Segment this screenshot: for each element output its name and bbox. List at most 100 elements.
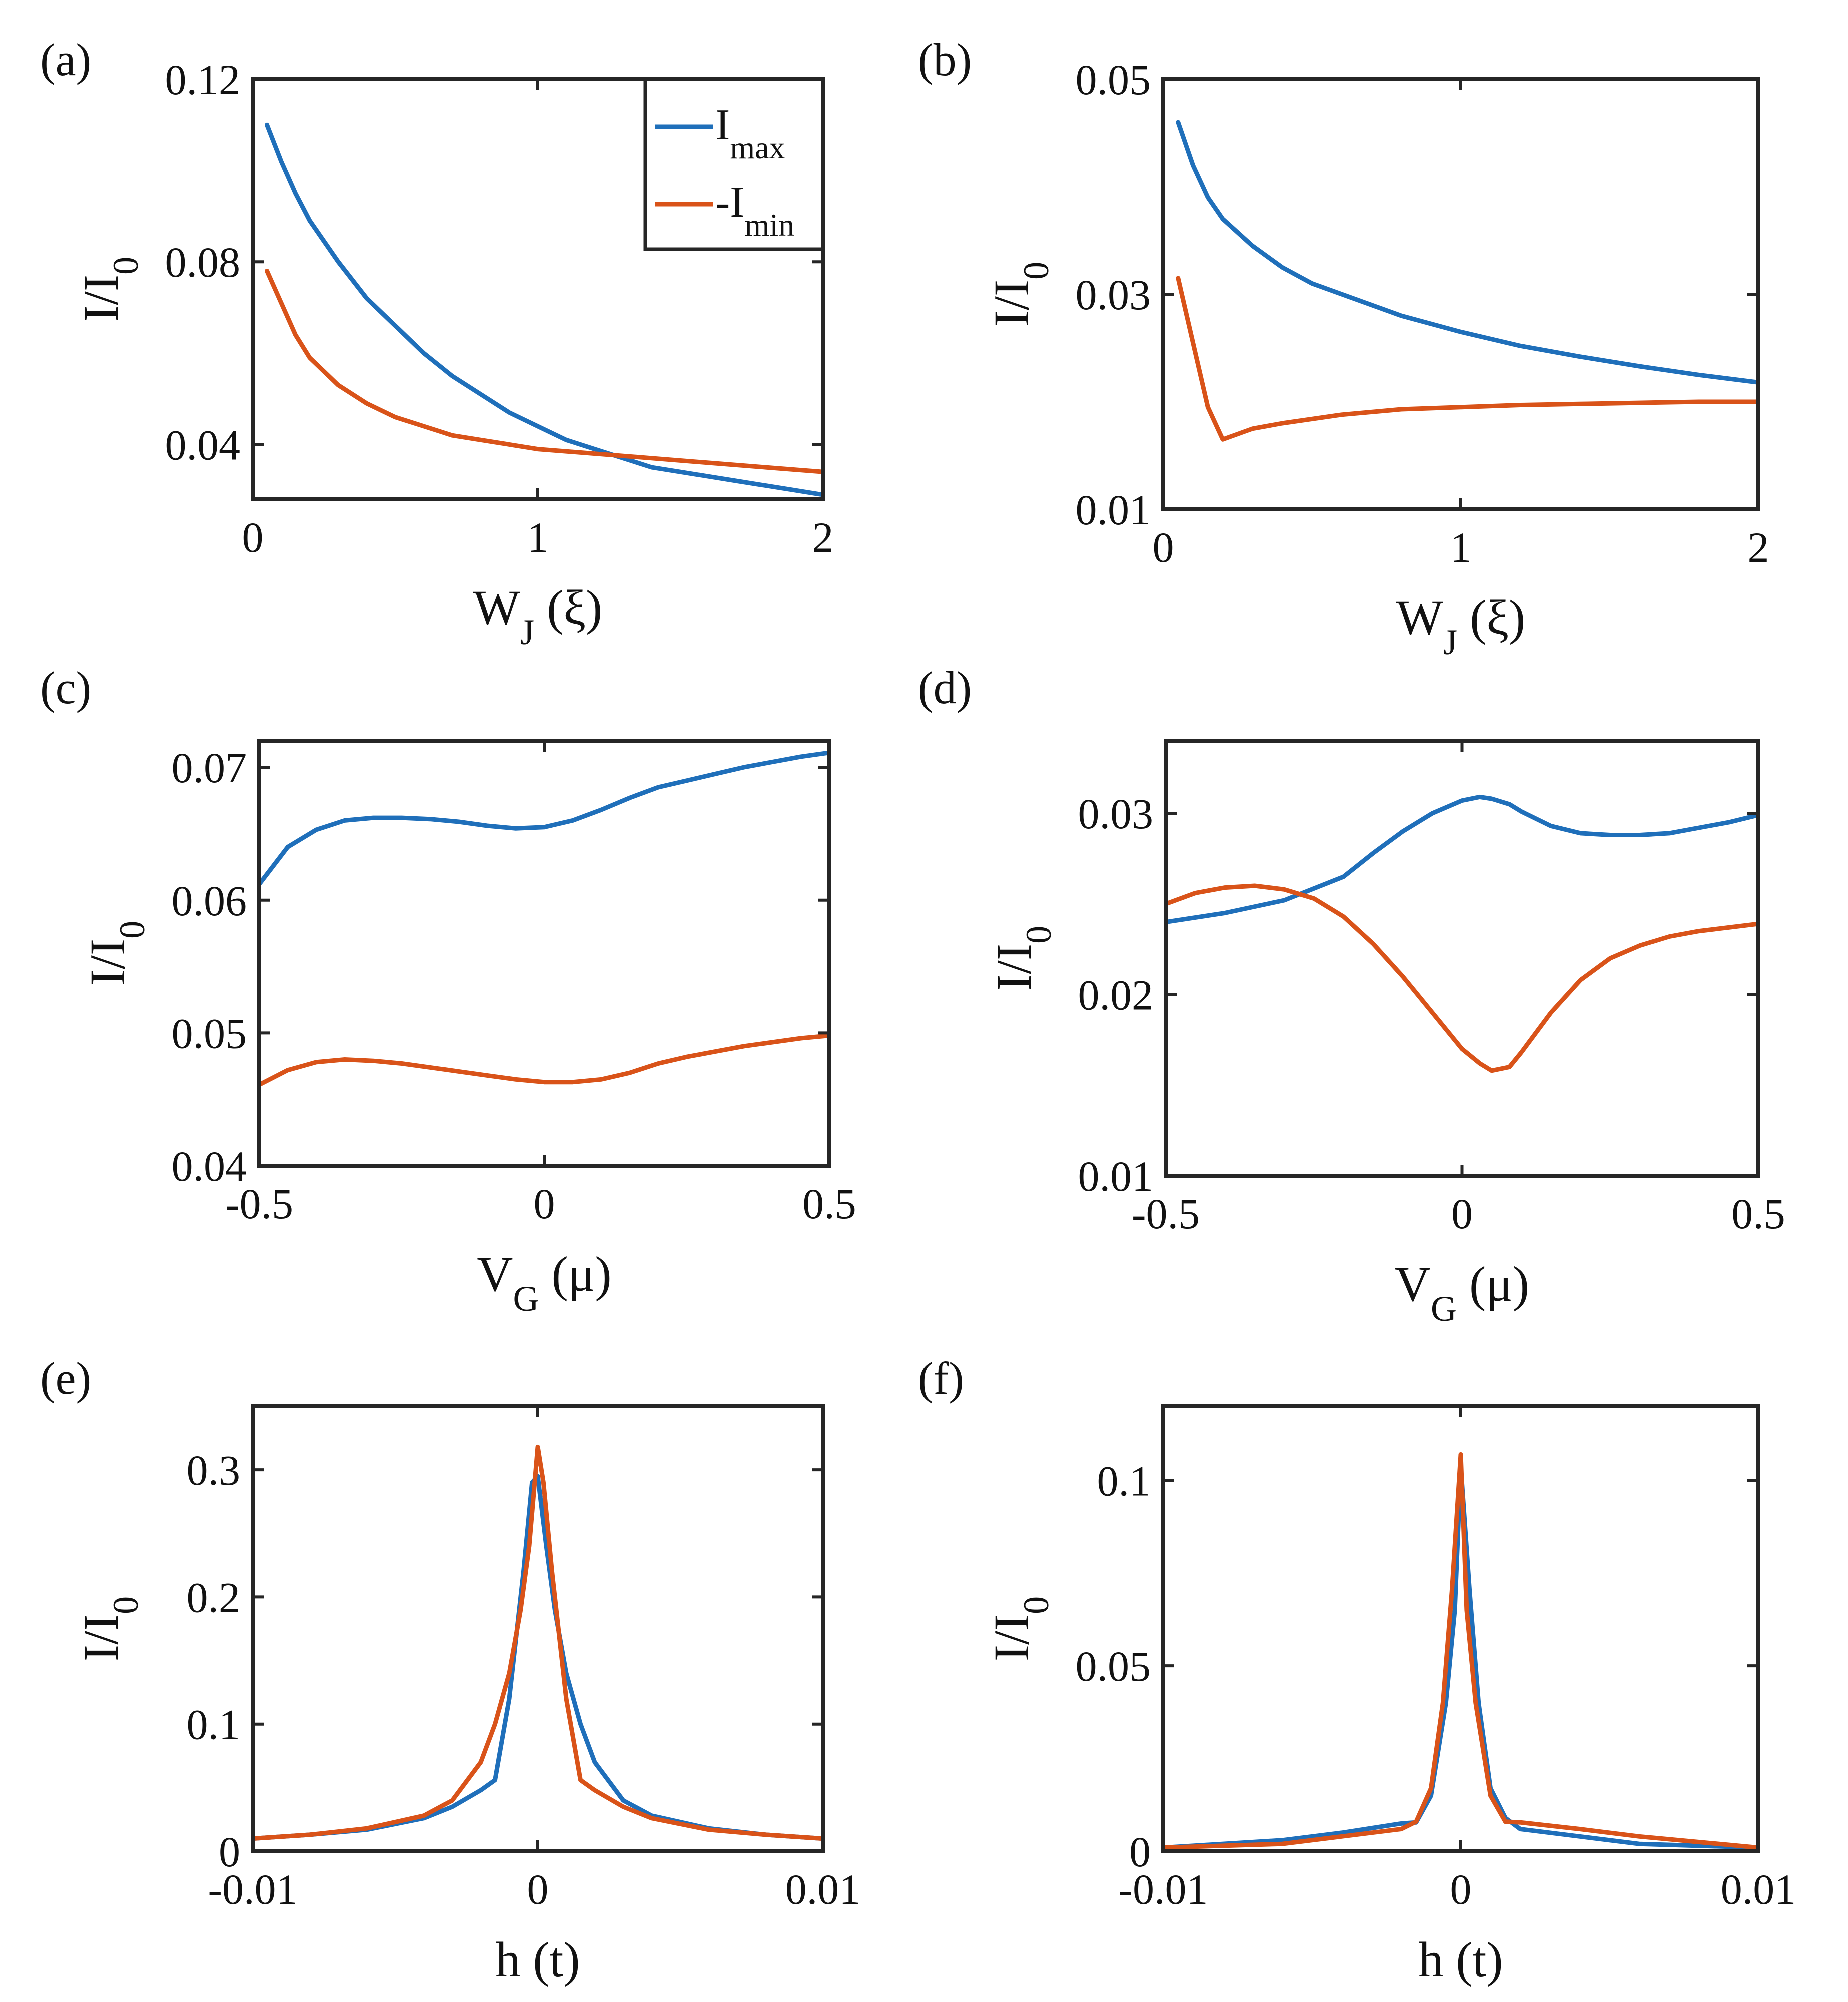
y-axis-label-sub: 0 xyxy=(106,257,146,275)
legend-label-imax: Imax xyxy=(715,101,785,165)
panel-label: (d) xyxy=(918,662,972,713)
series-line-imax xyxy=(253,1474,823,1841)
y-tick-label: 0.05 xyxy=(1076,56,1151,104)
y-axis-label-sub: 0 xyxy=(106,1596,146,1614)
axes-frame xyxy=(1164,739,1760,1178)
x-axis-label-unit: (ξ) xyxy=(1457,590,1525,645)
x-tick-label: -0.5 xyxy=(1132,1190,1200,1238)
x-axis-label-main: h (t) xyxy=(1418,1932,1503,1987)
x-axis-label: h (t) xyxy=(1418,1932,1503,1987)
x-tick-label: 0.5 xyxy=(1731,1190,1785,1238)
y-tick-label: 0.2 xyxy=(187,1573,241,1621)
y-axis-label-main: I/I xyxy=(73,1614,129,1661)
y-axis-label: I/I0 xyxy=(984,1596,1056,1661)
axes-frame xyxy=(1161,77,1760,511)
x-tick-label: 2 xyxy=(1748,523,1769,571)
series-line-imax xyxy=(1176,120,1758,385)
legend-label-imin: -Imin xyxy=(715,178,794,243)
y-tick-label: 0.04 xyxy=(172,1142,247,1190)
y-tick-label: 0.07 xyxy=(172,744,247,792)
x-axis-label-sub: G xyxy=(1431,1289,1457,1329)
legend-main: I xyxy=(715,101,730,149)
y-axis-label-main: I/I xyxy=(984,280,1039,327)
x-tick-label: 1 xyxy=(527,513,549,561)
panel-label: (b) xyxy=(918,34,972,85)
x-tick-label: 0 xyxy=(242,513,264,561)
plot-area xyxy=(1166,794,1758,1073)
y-tick-label: 0.05 xyxy=(172,1009,247,1057)
panel-label: (c) xyxy=(40,662,91,713)
series-line-imin xyxy=(1176,276,1758,442)
y-axis-label-main: I/I xyxy=(984,1614,1039,1661)
y-axis-label: I/I0 xyxy=(73,1596,146,1661)
series-line-imax xyxy=(1163,1463,1758,1850)
x-tick-label: 0.5 xyxy=(802,1180,856,1228)
y-axis-label-main: I/I xyxy=(80,939,135,986)
series-line-imax xyxy=(265,122,823,497)
y-tick-label: 0.1 xyxy=(187,1701,241,1749)
y-axis-label: I/I0 xyxy=(73,257,146,322)
x-tick-label: 0 xyxy=(527,1865,549,1913)
plot-area xyxy=(1163,1452,1758,1850)
y-tick-label: 0 xyxy=(219,1828,240,1876)
x-tick-label: 0 xyxy=(1451,1190,1473,1238)
y-tick-label: 0.05 xyxy=(1076,1642,1151,1690)
y-axis-label-group: I/I0 xyxy=(984,262,1056,327)
x-axis-label-main: V xyxy=(477,1246,513,1302)
x-axis-label-main: V xyxy=(1395,1256,1431,1312)
y-tick-label: 0.04 xyxy=(165,421,241,469)
y-axis-label-group: I/I0 xyxy=(984,1596,1056,1661)
y-axis-label: I/I0 xyxy=(986,926,1059,991)
plot-area xyxy=(1176,120,1758,442)
series-line-imin xyxy=(1166,883,1758,1073)
y-tick-label: 0.01 xyxy=(1078,1152,1154,1200)
x-axis-label-main: W xyxy=(1396,590,1444,645)
y-axis-label-main: I/I xyxy=(73,275,129,322)
y-axis-label-main: I/I xyxy=(986,944,1042,991)
x-axis-label-sub: J xyxy=(1443,622,1457,662)
y-axis-label-sub: 0 xyxy=(112,921,152,939)
legend-box xyxy=(643,77,825,251)
legend-sub: max xyxy=(730,130,785,165)
y-axis-label: I/I0 xyxy=(984,262,1056,327)
series-line-imin xyxy=(1163,1452,1758,1850)
series-line-imax xyxy=(1166,794,1758,924)
y-tick-label: 0.03 xyxy=(1076,271,1151,319)
y-axis-label-sub: 0 xyxy=(1016,1596,1056,1614)
panel-label: (e) xyxy=(40,1353,91,1404)
y-axis-label: I/I0 xyxy=(80,921,152,986)
panel-label: (a) xyxy=(40,34,91,85)
y-axis-label-sub: 0 xyxy=(1019,926,1059,944)
y-axis-label-sub: 0 xyxy=(1016,262,1056,280)
x-axis-label: VG (μ) xyxy=(477,1246,611,1319)
panel-c: (c) -0.5 0 0.5 0.04 0.05 0.06 0.07 VG (μ) I/I0 xyxy=(40,662,856,1319)
series-line-imax xyxy=(259,750,829,887)
y-tick-label: 0 xyxy=(1129,1828,1151,1876)
x-tick-label: -0.5 xyxy=(225,1180,293,1228)
x-axis-label-main: W xyxy=(473,580,521,635)
x-axis-label: VG (μ) xyxy=(1395,1256,1529,1329)
x-axis-label-sub: G xyxy=(513,1279,539,1319)
series-line-imin xyxy=(259,1033,829,1087)
series-line-imin xyxy=(253,1444,823,1841)
x-tick-label: 0.01 xyxy=(785,1865,861,1913)
x-axis-label-unit: (μ) xyxy=(1457,1256,1529,1312)
y-tick-label: 0.08 xyxy=(165,238,241,286)
x-tick-label: 0.01 xyxy=(1721,1865,1796,1913)
x-axis-label-main: h (t) xyxy=(495,1932,580,1987)
series-line-imin xyxy=(265,269,823,474)
x-axis-label-unit: (μ) xyxy=(539,1246,612,1302)
y-axis-label-group: I/I0 xyxy=(986,926,1059,991)
y-tick-label: 0.06 xyxy=(172,877,247,925)
x-axis-label: WJ (ξ) xyxy=(1396,590,1526,662)
y-tick-label: 0.02 xyxy=(1078,971,1154,1019)
x-axis-label: h (t) xyxy=(495,1932,580,1987)
x-tick-label: -0.01 xyxy=(1118,1865,1208,1913)
legend-sub: min xyxy=(745,207,795,243)
